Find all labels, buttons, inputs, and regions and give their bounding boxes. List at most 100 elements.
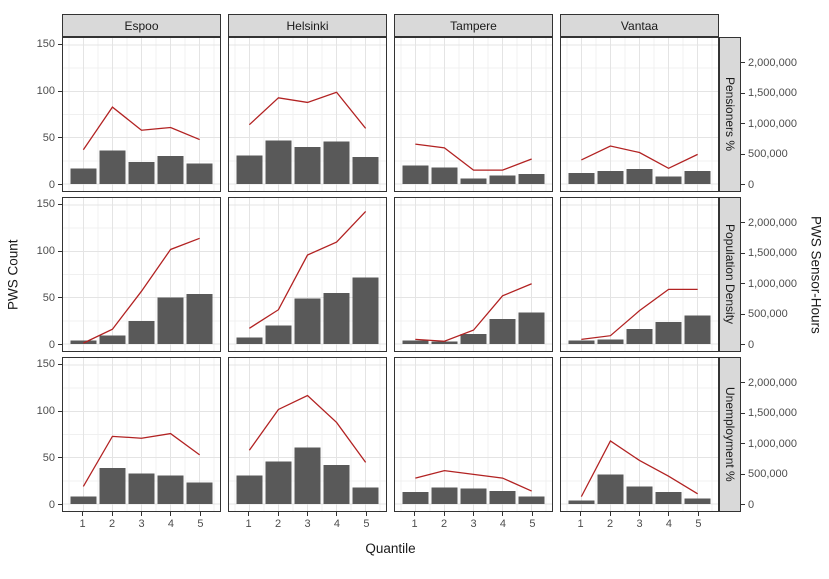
y2-tick-mark (741, 92, 745, 94)
x-tick-mark (580, 512, 582, 516)
y-tick-mark (58, 43, 62, 45)
y2-tick-label: 0 (748, 338, 755, 351)
pws-count-bar (157, 297, 184, 345)
sensor-hours-line (82, 106, 200, 151)
x-tick-mark (141, 512, 142, 516)
y-axis-right-labels: 0 500,000 1,000,000 1,500,000 2,000,000 (741, 37, 803, 192)
sensor-hours-line (415, 283, 532, 342)
x-axis-labels: 1 2 3 4 5 (394, 512, 553, 532)
y2-tick-mark (741, 313, 745, 315)
pws-count-bar (294, 146, 321, 185)
x-tick-mark (170, 512, 172, 516)
facet-row-label: Unemployment % (723, 387, 737, 482)
pws-count-bar (518, 312, 545, 345)
y-tick-mark (58, 410, 62, 412)
panel-plot (561, 198, 718, 351)
y2-tick-mark (741, 283, 745, 285)
y-axis-left-labels: 0 50 100 150 (26, 357, 62, 512)
pws-count-bar (186, 293, 213, 345)
pws-count-bar (655, 176, 682, 185)
x-tick-mark (248, 512, 250, 516)
sensor-hours-line (248, 91, 367, 129)
y-tick-mark (58, 297, 62, 299)
y2-tick-label: 500,000 (748, 308, 788, 321)
y-tick-label: 0 (48, 498, 55, 511)
sensor-hours-line (581, 145, 698, 170)
panel-plot (561, 358, 718, 511)
pws-count-bar (265, 461, 292, 505)
x-tick-mark (199, 512, 201, 516)
y2-tick-mark (741, 153, 745, 155)
pws-count-bar (352, 277, 379, 345)
pws-count-bar (294, 447, 321, 505)
pws-count-bar (518, 173, 545, 185)
sensor-hours-line (415, 143, 532, 171)
panel-plot (63, 38, 220, 191)
panel-plot (395, 358, 552, 511)
chart-panel-helsinki-1 (228, 37, 387, 192)
y-tick-label: 50 (42, 451, 55, 464)
y-axis-title-left: PWS Count (5, 239, 21, 310)
x-tick-label: 3 (470, 518, 477, 530)
x-tick-mark (531, 512, 533, 516)
x-tick-mark (111, 512, 113, 516)
pws-count-bar (460, 488, 487, 505)
pws-count-bar (597, 339, 624, 345)
y-axis-left-labels: 0 50 100 150 (26, 37, 62, 192)
pws-count-bar (99, 335, 126, 345)
x-tick-mark (82, 512, 84, 516)
chart-panel-tampere-3 (394, 357, 553, 512)
sensor-hours-line (580, 440, 698, 497)
y-axis-title-right: PWS Sensor-Hours (808, 215, 824, 334)
y2-tick-label: 0 (748, 178, 755, 191)
y-tick-mark (58, 90, 62, 92)
pws-count-bar (265, 140, 292, 185)
pws-count-bar (431, 341, 458, 345)
pws-count-bar (568, 172, 595, 185)
x-tick-label: 4 (167, 518, 174, 530)
chart-panel-vantaa-3 (560, 357, 719, 512)
panel-plot (229, 38, 386, 191)
y2-tick-label: 1,000,000 (748, 117, 797, 130)
pws-count-bar (294, 298, 321, 345)
pws-count-bar (597, 171, 624, 185)
chart-grid: PWS Count PWS Sensor-Hours Quantile Espo… (5, 14, 824, 556)
pws-count-bar (70, 340, 97, 345)
y-tick-label: 100 (36, 85, 55, 97)
sensor-hours-line (83, 237, 200, 344)
pws-count-bar (460, 333, 487, 345)
pws-count-bar (684, 498, 711, 505)
panel-plot (63, 198, 220, 351)
chart-panel-tampere-1 (394, 37, 553, 192)
y2-tick-mark (741, 504, 745, 506)
y2-tick-mark (741, 412, 745, 414)
pws-count-bar (460, 178, 487, 185)
x-tick-mark (609, 512, 611, 516)
x-axis-labels: 1 2 3 4 5 (62, 512, 221, 532)
x-tick-label: 2 (108, 518, 116, 530)
pws-count-bar (655, 491, 682, 505)
x-axis-labels: 1 2 3 4 5 (228, 512, 387, 532)
y-tick-label: 0 (48, 178, 55, 191)
pws-count-bar (489, 175, 516, 185)
y2-tick-mark (741, 252, 745, 254)
x-tick-label: 5 (529, 518, 536, 530)
x-tick-mark (443, 512, 445, 516)
y2-tick-mark (741, 184, 745, 186)
y2-tick-label: 500,000 (748, 148, 788, 161)
pws-count-bar (323, 465, 350, 505)
pws-count-bar (352, 157, 379, 185)
y-tick-mark (58, 184, 62, 186)
x-tick-label: 5 (695, 518, 702, 530)
y2-tick-label: 1,000,000 (748, 437, 797, 450)
pws-count-bar (489, 491, 516, 505)
x-tick-label: 2 (274, 518, 282, 530)
y2-tick-label: 2,000,000 (748, 376, 797, 389)
pws-count-bar (70, 496, 97, 505)
chart-panel-vantaa-1 (560, 37, 719, 192)
x-tick-mark (277, 512, 279, 516)
x-tick-mark (668, 512, 670, 516)
x-tick-label: 4 (499, 518, 506, 530)
chart-panel-espoo-2 (62, 197, 221, 352)
pws-count-bar (157, 475, 184, 505)
